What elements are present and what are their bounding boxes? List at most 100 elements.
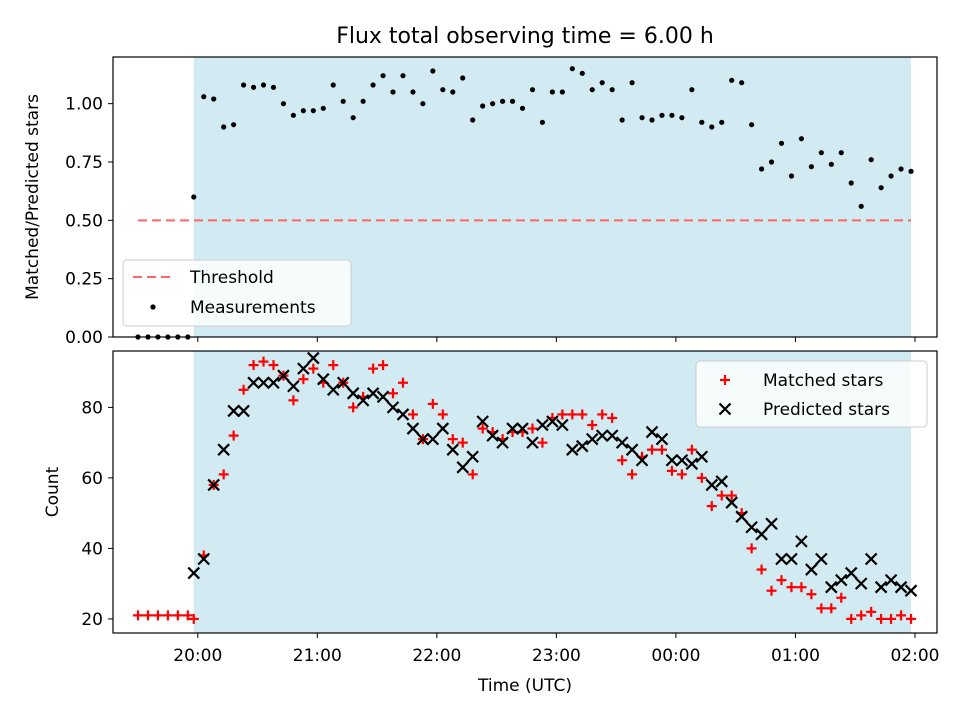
matched-star-point [666,465,677,476]
top-legend-box [122,259,352,327]
predicted-star-point [317,372,330,386]
predicted-star-point [725,496,738,509]
measurement-point [689,87,695,93]
predicted-star-point [795,535,808,548]
measurement-point [579,70,585,76]
measurement-point [390,89,396,95]
predicted-star-point [894,580,908,594]
matched-star-point [607,412,618,423]
measurement-point [589,87,595,93]
matched-star-point [368,363,379,374]
predicted-star-point [695,450,709,464]
predicted-star-point [287,379,300,393]
matched-star-point [537,437,548,448]
measurement-point [360,98,366,104]
measurement-point [749,122,755,128]
measurement-point [669,112,675,118]
top-axes-frame [112,56,938,338]
predicted-star-point [854,577,868,590]
predicted-star-point [217,443,230,456]
predicted-star-point [386,401,400,414]
predicted-star-point [556,418,569,432]
matched-star-point [172,610,183,621]
measurement-point [310,108,316,114]
predicted-star-point [187,566,201,580]
predicted-star-point [755,528,768,541]
matched-star-point [527,423,538,434]
predicted-star-point [585,432,599,446]
predicted-star-point [566,443,579,456]
measurement-point [659,112,665,118]
predicted-star-point [705,478,719,492]
measurement-point [350,115,356,121]
matched-star-point [288,395,299,406]
measurement-point [420,101,426,107]
matched-star-point [427,398,438,409]
measurement-point [639,115,645,121]
measurement-point [609,87,615,93]
matched-star-point [567,409,578,420]
matched-star-point [796,582,807,593]
matched-star-point [218,469,229,480]
matched-star-point [826,603,837,614]
matched-star-point [258,356,269,367]
bottom-y-ticks: 20 40 60 80 [81,398,113,630]
x-tick-label: 22:00 [412,646,461,666]
measurement-point [519,105,526,111]
matched-star-point [716,490,727,501]
predicted-star-point [605,429,619,442]
measurement-point [818,150,824,156]
top-y-axis-label: Matched/Predicted stars [23,94,43,300]
measurement-point [211,96,217,102]
predicted-star-point [685,457,699,471]
predicted-star-point [675,453,689,467]
matched-star-point [457,437,468,448]
predicted-star-point [366,387,380,400]
matched-star-point [397,377,408,388]
y-tick-label: 0.00 [65,328,103,348]
matched-star-point [726,490,737,501]
x-axis-label: Time (UTC) [477,676,572,696]
predicted-star-point [426,432,440,446]
predicted-star-point [456,461,470,474]
legend-measurement-label: Measurements [190,298,316,318]
matched-star-point [587,420,598,431]
predicted-star-point [516,422,529,435]
matched-star-point [152,610,163,621]
measurement-point [370,82,376,88]
measurement-point [599,80,605,86]
predicted-star-point [884,573,898,587]
matched-star-point [268,360,279,371]
matched-star-point [656,444,667,455]
matched-star-point [182,610,193,621]
measurement-point [848,180,854,186]
predicted-star-point [376,390,390,404]
top-y-ticks: 0.00 0.25 0.50 0.75 1.00 [65,95,113,348]
predicted-star-point [625,443,639,456]
measurement-point [838,150,844,156]
measurement-point [739,80,745,86]
x-tick-label: 00:00 [651,646,700,666]
ratio-panel: 0.00 0.25 0.50 0.75 1.00 Matched/Predicted s… [23,56,938,348]
matched-star-point [676,469,687,480]
matched-star-point [696,472,707,483]
predicted-star-point [655,432,669,446]
matched-star-point [816,603,827,614]
predicted-star-point [526,436,539,449]
measurement-point [868,157,874,163]
measurement-point [808,164,814,170]
matched-star-point [467,469,478,480]
predicted-star-point [267,376,280,390]
measurement-point [340,98,346,104]
legend-matched-label: Matched stars [763,371,883,391]
matched-star-point [348,402,359,413]
matched-star-point [786,582,797,593]
matched-star-point [388,388,399,399]
x-tick-label: 20:00 [173,646,222,666]
measurement-point [788,173,795,179]
bottom-x-ticks: 20:00 21:00 22:00 23:00 00:00 01:00 02:00 [173,633,939,666]
measurement-point [499,98,506,104]
matched-star-point [298,374,309,385]
matched-star-point [248,360,259,371]
